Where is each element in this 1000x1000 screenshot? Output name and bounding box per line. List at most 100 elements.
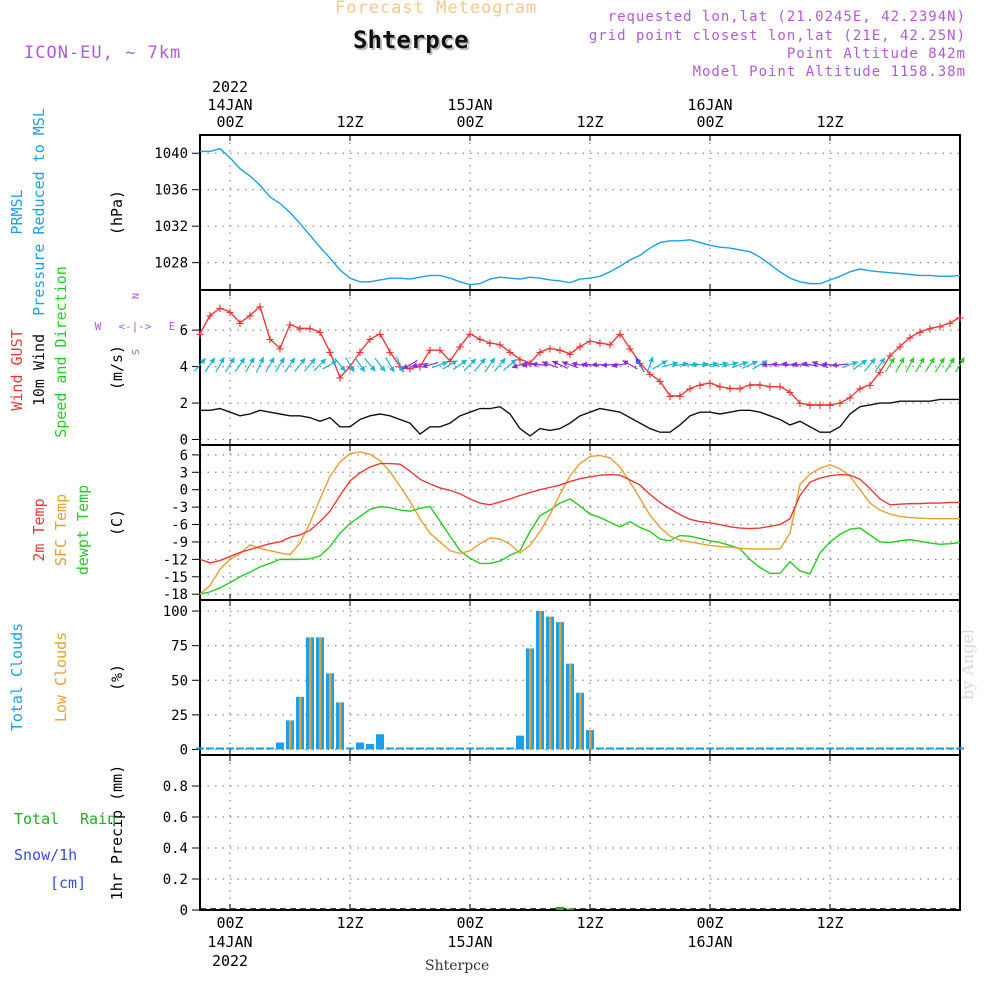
ytick-label: 2 xyxy=(180,396,188,412)
wind-arrow xyxy=(552,360,568,369)
total-cloud-bar xyxy=(786,747,794,750)
wind-arrow-head xyxy=(411,362,418,369)
wind-arrow-head xyxy=(821,361,828,368)
gust-marker: + xyxy=(946,316,954,332)
gust-marker: + xyxy=(796,396,804,412)
temp-label: SFC Temp xyxy=(52,494,70,566)
total-cloud-bar xyxy=(616,747,624,750)
gust-marker: + xyxy=(406,361,414,377)
total-cloud-bar xyxy=(486,747,494,750)
total-cloud-bar xyxy=(466,747,474,750)
wind-arrow xyxy=(915,357,925,373)
wind-arrow-head xyxy=(258,357,264,364)
ytick-label: -6 xyxy=(171,518,188,534)
total-cloud-bar xyxy=(816,747,824,750)
wind-arrow-head xyxy=(761,360,768,366)
total-cloud-bar xyxy=(426,747,434,750)
wind-arrow-head xyxy=(929,357,935,364)
wind-arrow-head xyxy=(581,361,588,368)
gust-marker: + xyxy=(276,341,284,357)
gust-marker: + xyxy=(206,309,214,325)
wind-arrow-head xyxy=(398,366,404,373)
gust-marker: + xyxy=(426,343,434,359)
wind-arrow-head xyxy=(451,360,458,366)
panel-frame xyxy=(199,289,961,446)
precip-label-snow: Snow/1h xyxy=(14,846,77,864)
gust-marker: + xyxy=(266,332,274,348)
gust-marker: + xyxy=(366,332,374,348)
wind-arrow xyxy=(313,358,327,372)
xtick-date-bottom: 15JAN xyxy=(447,933,492,951)
gust-marker: + xyxy=(916,325,924,341)
gust-marker: + xyxy=(436,343,444,359)
wind-arrow xyxy=(934,357,946,373)
low-cloud-bar xyxy=(579,692,582,750)
xtick-label-top: 12Z xyxy=(816,113,843,131)
gust-marker: + xyxy=(566,347,574,363)
ytick-label: 1040 xyxy=(154,146,188,162)
wind-arrow-head xyxy=(562,360,568,367)
total-cloud-bar xyxy=(656,747,664,750)
wind-arrow xyxy=(905,356,915,373)
xtick-year-top: 2022 xyxy=(212,78,248,96)
gust-marker: + xyxy=(506,345,514,361)
wind-arrow-head xyxy=(908,357,915,364)
gust-marker: + xyxy=(236,316,244,332)
series-dewpt-temp xyxy=(199,498,961,595)
wind-arrow xyxy=(561,360,579,369)
total-cloud-bar xyxy=(706,747,714,750)
total-cloud-bar xyxy=(216,747,224,750)
wind-arrow-head xyxy=(949,357,955,364)
total-cloud-bar xyxy=(886,747,894,750)
gust-marker: + xyxy=(576,340,584,356)
gust-marker: + xyxy=(456,340,464,356)
total-cloud-bar xyxy=(856,747,864,750)
gust-marker: + xyxy=(606,338,614,354)
model-point-altitude: Model Point Altitude 1158.38m xyxy=(692,64,966,80)
low-cloud-bar xyxy=(339,702,342,750)
location-title: Shterpce xyxy=(353,26,469,54)
gust-marker: + xyxy=(396,360,404,376)
total-cloud-bar xyxy=(446,747,454,750)
wind-arrow-head xyxy=(349,366,355,373)
gust-marker: + xyxy=(906,330,914,346)
gust-marker: + xyxy=(466,327,474,343)
gust-marker: + xyxy=(836,396,844,412)
total-cloud-bar xyxy=(366,743,374,750)
wind-arrow-head xyxy=(460,359,467,366)
wind-arrow xyxy=(194,357,206,372)
rain-bar xyxy=(556,906,564,910)
wind-arrow xyxy=(731,360,749,369)
ytick-label: 75 xyxy=(171,639,188,655)
gust-marker: + xyxy=(476,332,484,348)
wind-arrow xyxy=(646,356,654,373)
wind-arrow-head xyxy=(531,361,538,368)
total-cloud-bar xyxy=(236,747,244,750)
total-cloud-bar xyxy=(376,734,384,750)
total-cloud-bar xyxy=(906,747,914,750)
wind-arrow xyxy=(374,357,386,372)
gust-marker: + xyxy=(486,336,494,352)
cloud-label: Total Clouds xyxy=(8,623,26,731)
gust-marker: + xyxy=(646,367,654,383)
wind-arrow-head xyxy=(442,360,448,367)
precip-label-cm: [cm] xyxy=(50,874,86,892)
wind-arrow-head xyxy=(761,361,767,368)
total-cloud-bar xyxy=(946,747,954,750)
gust-marker: + xyxy=(706,376,714,392)
wind-arrow-head xyxy=(510,359,517,365)
wind-arrow xyxy=(884,357,896,373)
wind-arrow-head xyxy=(801,361,808,368)
ytick-label: 3 xyxy=(180,465,188,481)
ytick-label: 1028 xyxy=(154,256,188,272)
wind-arrow xyxy=(234,357,246,373)
xtick-label-top: 12Z xyxy=(576,113,603,131)
pressure-label: Pressure Reduced to MSL xyxy=(30,108,48,316)
gust-marker: + xyxy=(596,336,604,352)
wind-arrow-head xyxy=(751,360,758,367)
xtick-date-top: 14JAN xyxy=(207,96,252,114)
wind-arrow-head xyxy=(899,357,905,364)
compass-n: N xyxy=(129,293,140,299)
gust-marker: + xyxy=(316,325,324,341)
total-cloud-bar xyxy=(196,747,204,750)
